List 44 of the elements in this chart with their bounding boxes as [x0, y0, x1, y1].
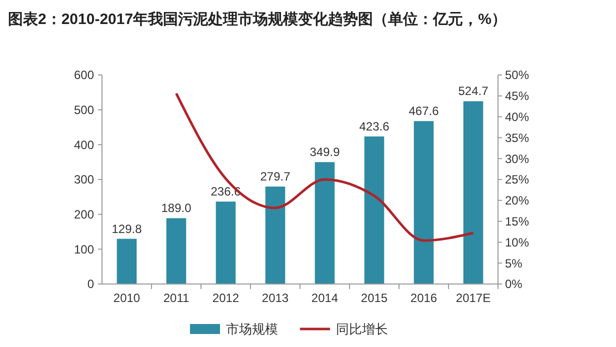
y-tick-label: 100: [74, 242, 94, 256]
bar: [364, 136, 384, 284]
y-tick-label: 600: [74, 68, 94, 82]
x-tick-label: 2010: [113, 291, 140, 305]
data-label: 279.7: [260, 170, 291, 184]
y2-tick-label: 45%: [505, 89, 530, 104]
y2-tick-label: 25%: [505, 172, 530, 187]
x-tick-label: 2011: [163, 291, 190, 305]
y2-tick-label: 0%: [505, 277, 523, 292]
y2-tick-label: 40%: [505, 110, 530, 124]
chart-title: 图表2：2010-2017年我国污泥处理市场规模变化趋势图（单位：亿元，%）: [8, 10, 506, 28]
y2-tick-label: 15%: [505, 214, 530, 228]
x-tick-label: 2014: [311, 291, 338, 305]
x-tick-label: 2015: [360, 291, 388, 305]
y2-tick-label: 10%: [505, 235, 530, 250]
y-tick-label: 400: [74, 138, 94, 152]
legend-label: 同比增长: [336, 322, 388, 337]
data-label: 423.6: [359, 119, 390, 134]
bar: [265, 186, 286, 284]
y-tick-label: 500: [74, 103, 94, 118]
x-tick-label: 2017E: [456, 291, 491, 305]
y2-tick-label: 50%: [505, 68, 530, 82]
y2-tick-label: 30%: [505, 152, 530, 166]
data-label: 524.7: [458, 84, 489, 98]
bar: [166, 218, 186, 284]
x-tick-label: 2012: [212, 291, 240, 305]
bar: [314, 162, 335, 284]
x-tick-label: 2016: [410, 291, 438, 305]
x-tick-label: 2013: [262, 291, 289, 305]
y2-tick-label: 35%: [505, 130, 530, 145]
y-tick-label: 0: [87, 277, 94, 292]
data-label: 467.6: [408, 104, 440, 118]
y2-tick-label: 5%: [505, 256, 523, 270]
bar: [116, 238, 137, 284]
y-tick-label: 300: [74, 172, 94, 187]
data-label: 129.8: [112, 222, 142, 236]
data-label: 189.0: [161, 201, 192, 216]
y2-tick-label: 20%: [505, 194, 530, 208]
bar: [463, 101, 484, 284]
y-tick-label: 200: [74, 208, 94, 222]
bar: [414, 121, 434, 284]
legend-label: 市场规模: [226, 322, 278, 337]
bar: [216, 202, 236, 284]
data-label: 349.9: [310, 145, 340, 160]
